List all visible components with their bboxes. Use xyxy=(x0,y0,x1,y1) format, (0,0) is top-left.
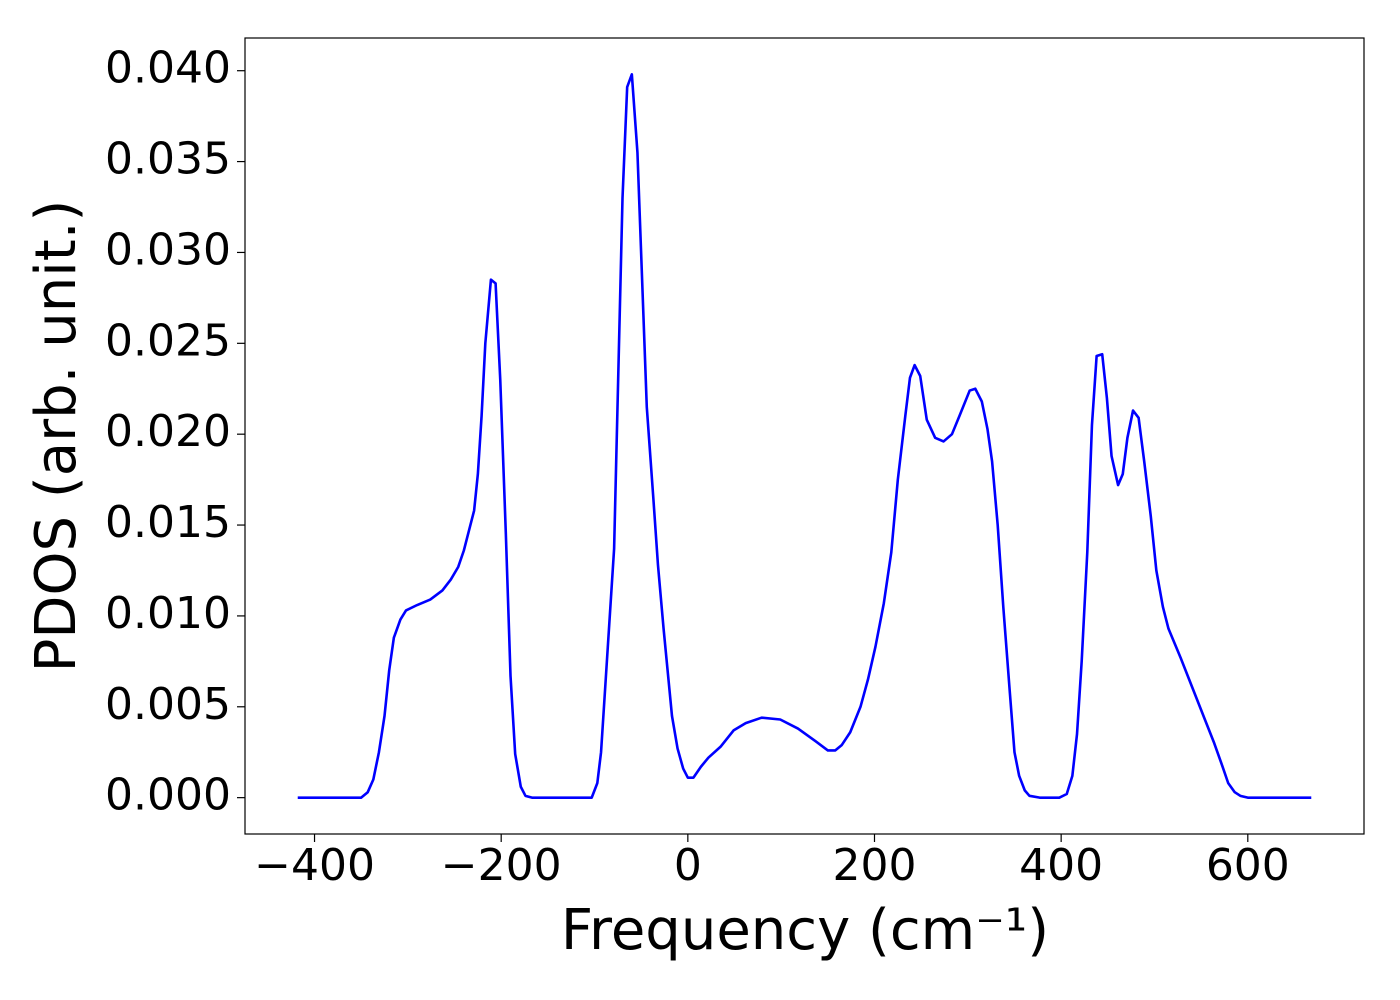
x-tick-label: 400 xyxy=(1019,840,1103,891)
x-axis-label: Frequency (cm⁻¹) xyxy=(561,898,1049,963)
y-tick-label: 0.035 xyxy=(105,134,231,185)
x-tick-label: 200 xyxy=(833,840,917,891)
x-tick-label: −200 xyxy=(441,840,562,891)
y-tick-label: 0.005 xyxy=(105,679,231,730)
y-axis-label: PDOS (arb. unit.) xyxy=(24,200,89,673)
y-tick-label: 0.015 xyxy=(105,497,231,548)
y-tick-label: 0.010 xyxy=(105,588,231,639)
y-tick-label: 0.025 xyxy=(105,315,231,366)
x-tick-label: 600 xyxy=(1206,840,1290,891)
y-tick-label: 0.020 xyxy=(105,406,231,457)
y-tick-label: 0.030 xyxy=(105,224,231,275)
y-tick-label: 0.040 xyxy=(105,43,231,94)
x-tick-label: −400 xyxy=(254,840,375,891)
x-tick-label: 0 xyxy=(674,840,702,891)
data-line xyxy=(297,73,1312,799)
y-tick-label: 0.000 xyxy=(105,770,231,821)
plot-frame xyxy=(244,37,1365,835)
